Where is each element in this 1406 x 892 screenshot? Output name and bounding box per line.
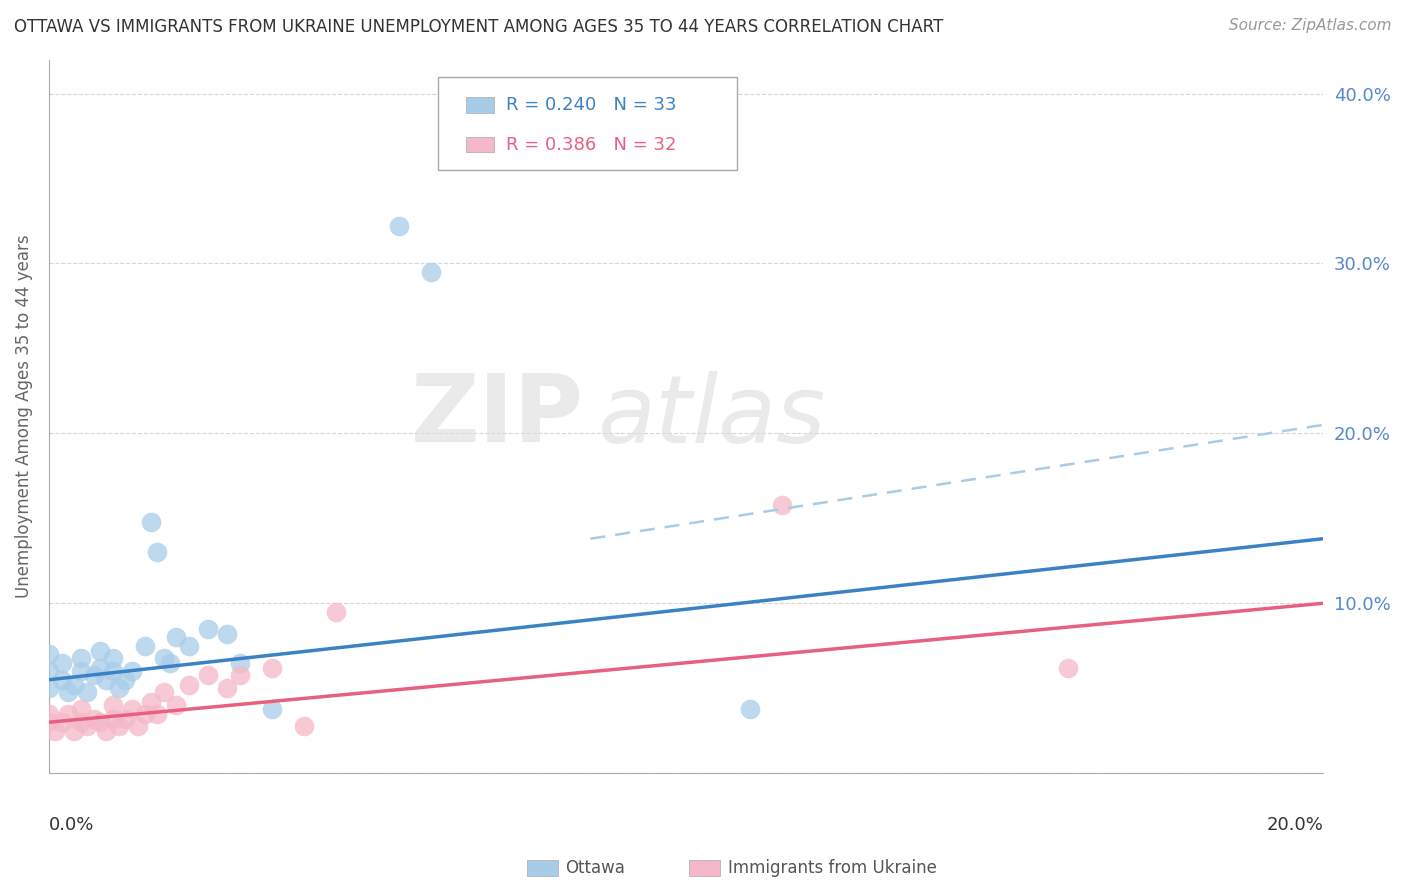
Text: R = 0.240   N = 33: R = 0.240 N = 33: [506, 96, 676, 114]
Text: R = 0.386   N = 32: R = 0.386 N = 32: [506, 136, 676, 153]
Point: [134, 706, 156, 721]
Point: [139, 515, 162, 529]
Point: [260, 661, 283, 675]
Text: 0.0%: 0.0%: [49, 816, 94, 834]
Point: [217, 681, 239, 696]
Point: [159, 656, 181, 670]
Point: [96, 673, 118, 687]
Point: [139, 695, 162, 709]
Point: [38, 647, 60, 661]
FancyBboxPatch shape: [437, 78, 737, 170]
Point: [146, 706, 169, 721]
Point: [179, 678, 201, 692]
Point: [38, 681, 60, 696]
Point: [217, 627, 239, 641]
Point: [38, 706, 60, 721]
Point: [69, 715, 91, 730]
Point: [89, 644, 111, 658]
Text: Source: ZipAtlas.com: Source: ZipAtlas.com: [1229, 18, 1392, 33]
Point: [76, 718, 98, 732]
Point: [108, 681, 131, 696]
Point: [56, 684, 79, 698]
Point: [56, 706, 79, 721]
Point: [121, 701, 143, 715]
Point: [38, 665, 60, 679]
Point: [388, 219, 411, 233]
Point: [96, 723, 118, 738]
Point: [152, 684, 174, 698]
Point: [260, 701, 283, 715]
Point: [114, 712, 136, 726]
Point: [101, 650, 124, 665]
Point: [51, 715, 73, 730]
Point: [38, 715, 60, 730]
Point: [83, 712, 105, 726]
Text: atlas: atlas: [596, 371, 825, 462]
Point: [179, 639, 201, 653]
Point: [146, 545, 169, 559]
Point: [292, 718, 315, 732]
Point: [108, 718, 131, 732]
Point: [44, 723, 66, 738]
FancyBboxPatch shape: [465, 136, 494, 153]
Point: [420, 265, 443, 279]
Point: [197, 667, 219, 681]
Point: [51, 673, 73, 687]
Text: OTTAWA VS IMMIGRANTS FROM UKRAINE UNEMPLOYMENT AMONG AGES 35 TO 44 YEARS CORRELA: OTTAWA VS IMMIGRANTS FROM UKRAINE UNEMPL…: [14, 18, 943, 36]
Point: [325, 605, 347, 619]
Point: [738, 701, 761, 715]
Point: [114, 673, 136, 687]
Point: [152, 650, 174, 665]
Point: [134, 639, 156, 653]
Point: [76, 684, 98, 698]
Point: [89, 715, 111, 730]
FancyBboxPatch shape: [465, 97, 494, 113]
Text: Immigrants from Ukraine: Immigrants from Ukraine: [728, 859, 938, 877]
Text: ZIP: ZIP: [411, 370, 583, 462]
Point: [127, 718, 149, 732]
Point: [83, 667, 105, 681]
Point: [101, 665, 124, 679]
Point: [63, 723, 86, 738]
Y-axis label: Unemployment Among Ages 35 to 44 years: Unemployment Among Ages 35 to 44 years: [15, 235, 32, 599]
Point: [121, 665, 143, 679]
Point: [89, 661, 111, 675]
Point: [51, 656, 73, 670]
Point: [1057, 661, 1080, 675]
Point: [197, 622, 219, 636]
Point: [165, 698, 187, 713]
Point: [69, 650, 91, 665]
Point: [69, 665, 91, 679]
Point: [63, 678, 86, 692]
Text: Ottawa: Ottawa: [565, 859, 626, 877]
Point: [229, 656, 252, 670]
Point: [69, 701, 91, 715]
Point: [770, 498, 793, 512]
Point: [101, 698, 124, 713]
Point: [101, 712, 124, 726]
Text: 20.0%: 20.0%: [1267, 816, 1323, 834]
Point: [165, 630, 187, 644]
Point: [229, 667, 252, 681]
